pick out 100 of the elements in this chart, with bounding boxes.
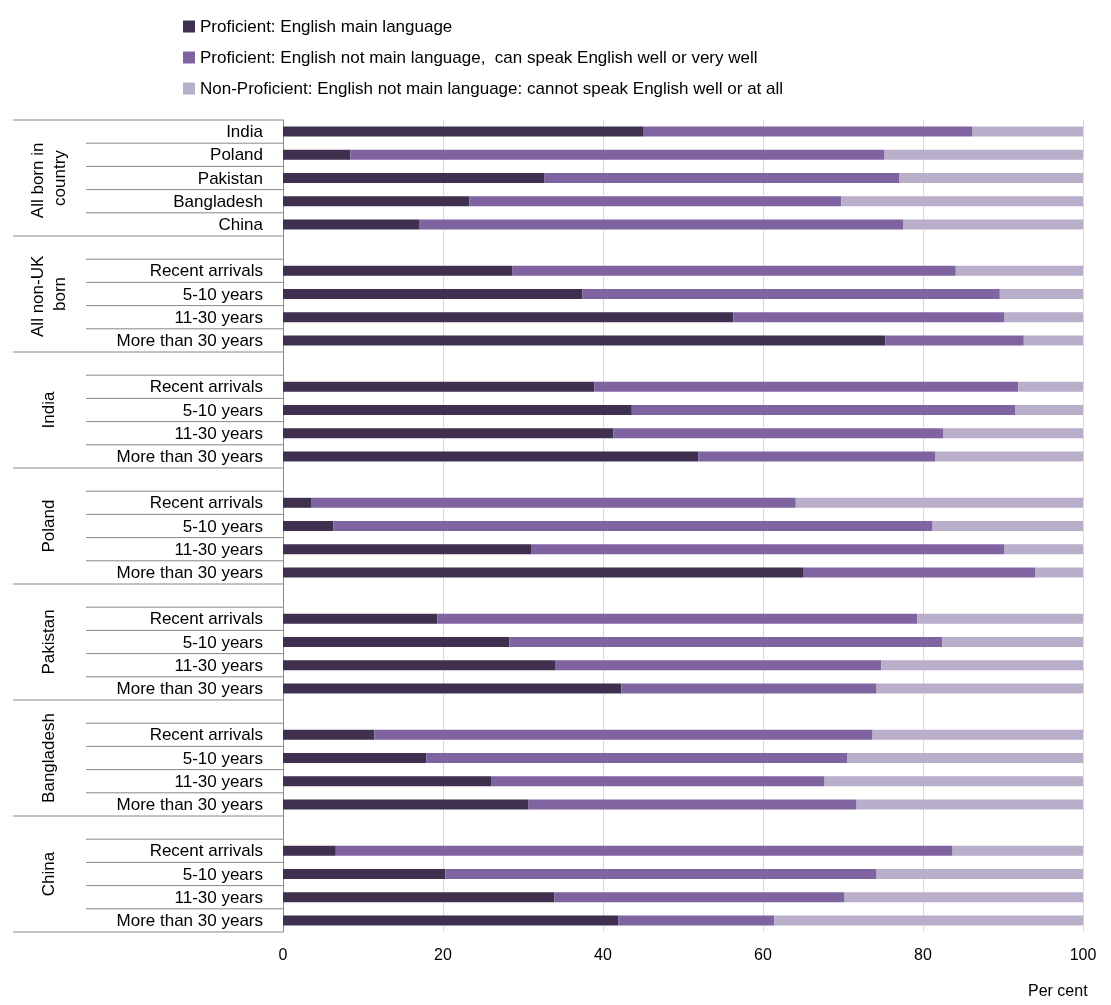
bar <box>795 497 1083 508</box>
bar <box>903 219 1083 230</box>
y-tick-label: 5-10 years <box>182 748 263 768</box>
bar <box>528 799 857 810</box>
bar <box>1015 405 1083 415</box>
bar <box>594 381 1019 392</box>
bar <box>935 451 1083 462</box>
bar <box>881 660 1083 671</box>
y-tick-label: More than 30 years <box>116 794 263 814</box>
bar <box>999 289 1083 299</box>
y-tick-label: 11-30 years <box>174 423 263 443</box>
y-tick-label: 5-10 years <box>182 516 263 536</box>
y-tick-label: 5-10 years <box>182 864 263 884</box>
bar <box>283 405 632 415</box>
bar <box>774 915 1083 926</box>
bar <box>943 428 1083 439</box>
bar <box>283 869 446 879</box>
y-tick-label: India <box>226 122 264 142</box>
bar <box>283 776 491 787</box>
y-tick-label: Recent arrivals <box>149 377 263 397</box>
bar <box>847 753 1083 763</box>
bar <box>333 521 933 531</box>
bar <box>283 289 583 299</box>
y-tick-label: Poland <box>210 145 263 165</box>
bar <box>618 915 775 926</box>
y-tick-label: 5-10 years <box>182 400 263 420</box>
y-tick-label: China <box>218 214 264 234</box>
bar <box>844 892 1083 903</box>
text: Bangladesh <box>38 713 58 803</box>
bar <box>283 335 886 346</box>
bar <box>283 799 529 810</box>
bar <box>283 845 336 856</box>
bar <box>283 451 699 462</box>
bar <box>283 428 614 439</box>
bar <box>885 335 1024 346</box>
bar <box>283 753 427 763</box>
bar <box>283 219 419 230</box>
bar <box>283 173 545 183</box>
y-tick-label: 11-30 years <box>174 655 263 675</box>
bar <box>803 567 1035 578</box>
text: China <box>38 851 58 897</box>
y-tick-label: Recent arrivals <box>149 261 263 281</box>
bar <box>283 497 311 508</box>
y-tick-label: Recent arrivals <box>149 841 263 861</box>
bar <box>856 799 1083 810</box>
bar <box>876 869 1083 879</box>
bar <box>283 265 513 276</box>
y-tick-label: Recent arrivals <box>149 609 263 629</box>
bar <box>1023 335 1083 346</box>
bar <box>698 451 935 462</box>
y-tick-label: 11-30 years <box>174 307 263 327</box>
bar <box>283 521 334 531</box>
bar <box>643 126 973 137</box>
bar <box>955 265 1083 276</box>
x-tick-label: 80 <box>914 945 932 963</box>
bar <box>437 613 918 624</box>
bar <box>1004 312 1083 323</box>
bar <box>899 173 1083 183</box>
bar <box>283 660 555 671</box>
bar <box>283 892 555 903</box>
x-tick-label: 100 <box>1069 945 1097 963</box>
y-tick-label: 11-30 years <box>174 771 263 791</box>
bar <box>613 428 943 439</box>
bar <box>283 567 803 578</box>
bar <box>283 312 734 323</box>
bar <box>952 845 1083 856</box>
text: Pakistan <box>38 609 58 675</box>
legend-label: Non-Proficient: English not main language: cannot speak English well or at all <box>200 79 784 98</box>
y-tick-label: 11-30 years <box>174 539 263 559</box>
y-tick-label: More than 30 years <box>116 330 263 350</box>
y-tick-label: More than 30 years <box>116 910 263 930</box>
bar <box>283 729 375 740</box>
bar <box>932 521 1083 531</box>
bar <box>283 613 438 624</box>
bar <box>621 683 877 694</box>
bar <box>555 660 882 671</box>
bar <box>283 637 510 647</box>
bar <box>509 637 943 647</box>
y-tick-label: Recent arrivals <box>149 725 263 745</box>
bar <box>554 892 845 903</box>
y-tick-label: More than 30 years <box>116 678 263 698</box>
legend-label: Proficient: English not main language, can speak English well or very well <box>200 48 758 67</box>
bar <box>283 149 351 160</box>
bar <box>1004 544 1083 555</box>
bar <box>917 613 1083 624</box>
bar <box>544 173 899 183</box>
x-tick-label: 20 <box>434 945 452 963</box>
bar <box>631 405 1015 415</box>
bar <box>283 381 595 392</box>
bar <box>335 845 953 856</box>
bar <box>445 869 877 879</box>
bar <box>426 753 847 763</box>
x-axis-title: Per cent <box>1028 981 1089 999</box>
x-tick-label: 40 <box>594 945 612 963</box>
y-tick-label: Bangladesh <box>173 191 263 211</box>
bar <box>491 776 825 787</box>
bar <box>876 683 1083 694</box>
bar <box>283 126 643 137</box>
bar <box>283 915 619 926</box>
bar <box>824 776 1083 787</box>
